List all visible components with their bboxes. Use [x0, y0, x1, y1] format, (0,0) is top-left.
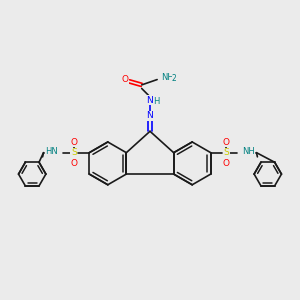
Text: NH: NH [242, 147, 254, 156]
Text: O: O [121, 75, 128, 84]
Text: HN: HN [46, 147, 59, 156]
Text: N: N [147, 111, 153, 120]
Text: N: N [147, 96, 153, 105]
Text: 2: 2 [172, 74, 177, 82]
Text: O: O [71, 138, 78, 147]
Text: S: S [71, 148, 77, 157]
Text: H: H [153, 97, 160, 106]
Text: O: O [71, 159, 78, 168]
Text: O: O [222, 138, 229, 147]
Text: S: S [223, 148, 229, 157]
Text: O: O [222, 159, 229, 168]
Text: NH: NH [161, 73, 173, 82]
